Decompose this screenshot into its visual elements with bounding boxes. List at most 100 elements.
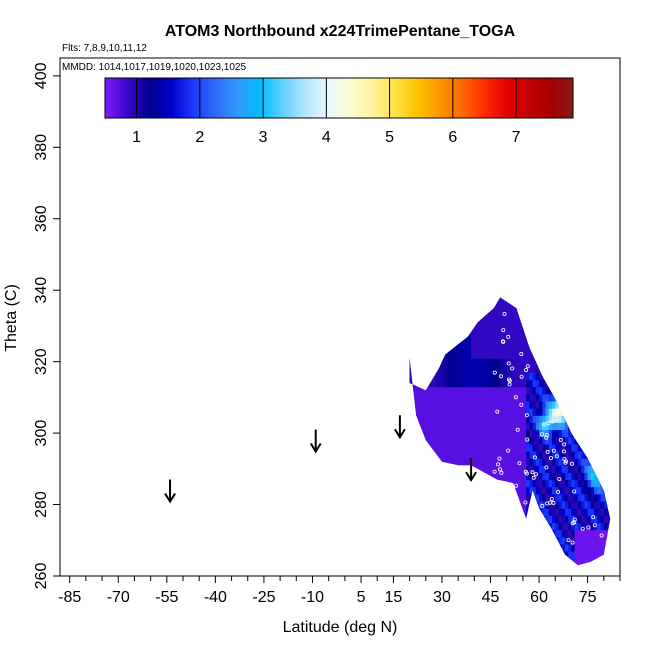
field-cell — [587, 308, 592, 316]
field-cell — [574, 472, 579, 481]
field-cell — [519, 543, 524, 552]
field-cell — [412, 308, 417, 316]
field-cell — [493, 529, 498, 538]
field-cell — [471, 350, 475, 359]
field-cell — [529, 465, 534, 473]
field-cell — [568, 372, 572, 381]
colorbar-segment — [479, 78, 484, 118]
field-cell — [504, 565, 508, 573]
field-cell — [574, 493, 579, 502]
field-cell — [467, 443, 472, 452]
field-cell — [464, 551, 469, 559]
field-cell — [513, 372, 517, 381]
field-cell — [487, 515, 492, 523]
field-cell — [480, 329, 485, 338]
colorbar-segment — [123, 78, 128, 118]
field-cell — [503, 386, 508, 395]
field-cell — [409, 422, 411, 431]
field-cell — [506, 422, 511, 431]
sample-point — [545, 537, 550, 542]
field-cell — [577, 379, 582, 388]
field-cell — [480, 393, 485, 402]
field-cell — [438, 401, 443, 409]
field-cell — [545, 350, 550, 359]
field-cell — [614, 451, 618, 459]
field-cell — [552, 358, 556, 366]
field-cell — [607, 443, 611, 452]
field-cell — [614, 544, 618, 552]
field-cell — [422, 558, 427, 566]
field-cell — [503, 322, 508, 331]
field-cell — [509, 436, 514, 445]
field-cell — [474, 322, 479, 331]
field-cell — [600, 336, 605, 345]
field-cell — [600, 393, 605, 402]
field-cell — [429, 501, 433, 509]
field-cell — [607, 315, 611, 323]
field-cell — [574, 551, 579, 559]
field-cell — [513, 443, 517, 452]
field-cell — [513, 536, 517, 545]
field-cell — [442, 536, 446, 545]
field-cell — [519, 451, 524, 459]
field-cell — [487, 408, 492, 416]
field-cell — [409, 551, 411, 559]
field-cell — [535, 379, 540, 388]
field-cell — [409, 501, 414, 509]
field-cell — [442, 315, 446, 323]
field-cell — [558, 322, 563, 331]
field-cell — [481, 280, 485, 288]
field-cell — [445, 429, 449, 438]
field-cell — [458, 443, 462, 452]
field-cell — [461, 479, 466, 488]
field-cell — [432, 365, 437, 373]
sample-point — [499, 470, 504, 475]
field-cell — [480, 508, 485, 516]
field-cell — [529, 322, 534, 331]
field-cell — [558, 329, 563, 338]
sample-point — [592, 523, 597, 528]
field-cell — [480, 315, 485, 323]
field-cell — [587, 315, 592, 323]
field-cell — [565, 465, 569, 473]
field-cell — [467, 508, 472, 516]
field-cell — [535, 393, 540, 402]
field-cell — [494, 565, 498, 573]
field-cell — [438, 408, 443, 416]
field-cell — [474, 287, 478, 295]
field-cell — [474, 422, 479, 431]
field-cell — [594, 529, 598, 538]
field-cell — [419, 415, 424, 423]
field-cell — [584, 422, 589, 431]
field-cell — [503, 493, 508, 502]
field-cell — [545, 558, 550, 566]
field-cell — [590, 493, 595, 502]
field-cell — [516, 386, 521, 395]
colorbar-segment — [239, 78, 243, 118]
field-cell — [516, 429, 521, 438]
field-cell — [409, 415, 414, 423]
field-cell — [522, 393, 527, 402]
field-cell — [497, 451, 501, 459]
field-cell — [487, 372, 492, 381]
field-cell — [561, 501, 566, 509]
field-cell — [477, 336, 482, 345]
field-cell — [484, 465, 488, 473]
field-cell — [419, 350, 424, 359]
field-cell — [529, 536, 534, 545]
field-cell — [490, 415, 495, 423]
field-cell — [500, 280, 504, 288]
field-cell — [584, 343, 589, 352]
colorbar-segment — [229, 78, 234, 118]
field-cell — [513, 522, 517, 531]
field-cell — [429, 486, 433, 495]
field-cell — [493, 458, 498, 466]
field-cell — [503, 297, 508, 302]
field-cell — [442, 401, 446, 409]
field-cell — [594, 458, 598, 466]
field-cell — [474, 451, 479, 459]
field-cell — [590, 479, 595, 488]
field-cell — [614, 280, 618, 288]
field-cell — [532, 401, 537, 409]
field-cell — [516, 465, 521, 473]
